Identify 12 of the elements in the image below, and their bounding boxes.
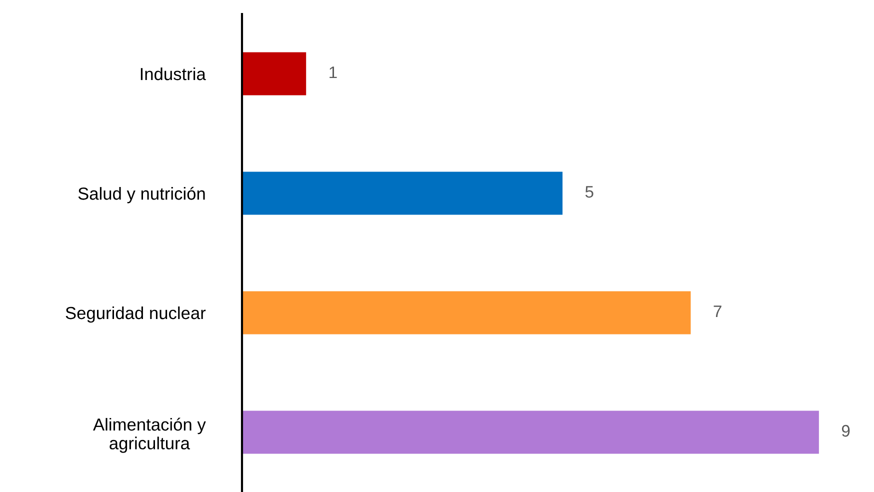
y-tick-label: Alimentación y agricultura bbox=[93, 418, 206, 453]
bar bbox=[242, 172, 563, 215]
y-tick-label: Seguridad nuclear bbox=[66, 306, 206, 323]
bar bbox=[242, 52, 306, 96]
data-label: 7 bbox=[714, 306, 722, 318]
y-tick-label: Industria bbox=[140, 67, 206, 80]
data-label: 5 bbox=[585, 186, 594, 198]
bar bbox=[242, 410, 819, 454]
bar bbox=[242, 291, 691, 334]
data-label: 9 bbox=[842, 424, 850, 437]
data-label: 1 bbox=[330, 66, 337, 78]
y-tick-label: Salud y nutrición bbox=[78, 186, 205, 204]
